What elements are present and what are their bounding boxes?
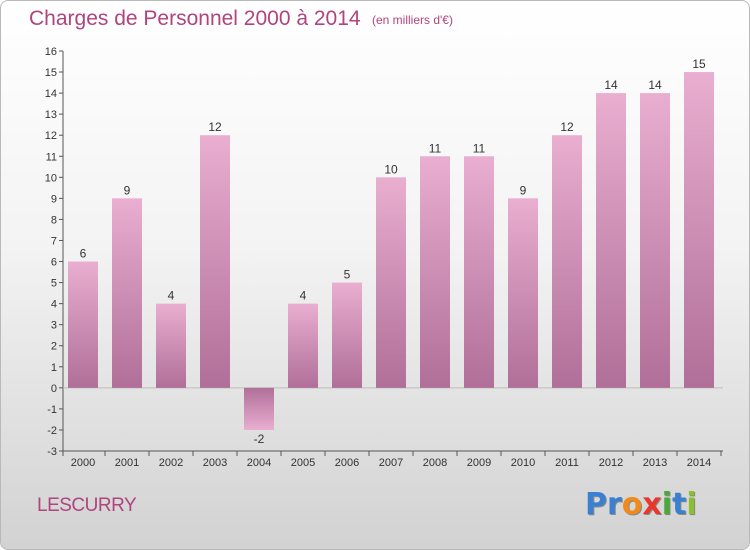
x-tick-label: 2011: [555, 457, 579, 469]
y-tick-label: 10: [45, 172, 57, 184]
y-tick-label: 9: [51, 193, 57, 205]
x-tick-label: 2005: [291, 457, 315, 469]
chart-title: Charges de Personnel 2000 à 2014: [29, 7, 361, 30]
data-label: 6: [80, 247, 87, 261]
x-tick-label: 2007: [379, 457, 403, 469]
logo-letter: r: [607, 487, 622, 522]
logo-letter: t: [672, 487, 687, 522]
y-tick-label: 1: [51, 362, 57, 374]
data-label: 11: [429, 141, 442, 155]
y-tick-label: 14: [45, 88, 57, 100]
bar: [244, 387, 274, 430]
data-label: 12: [208, 120, 222, 134]
bar: [640, 93, 670, 388]
x-tick-label: 2010: [511, 457, 535, 469]
y-tick-label: -2: [47, 425, 57, 437]
y-tick-label: 13: [45, 109, 57, 121]
x-tick-label: 2012: [599, 457, 623, 469]
x-tick-label: 2000: [71, 457, 95, 469]
y-tick-label: 12: [45, 130, 57, 142]
y-tick-label: -3: [47, 446, 57, 458]
data-label: 10: [384, 162, 398, 176]
data-label: 14: [604, 78, 618, 92]
data-label: 4: [300, 289, 307, 303]
bar: [332, 282, 362, 388]
logo-letter: i: [661, 487, 673, 522]
y-tick-label: 5: [51, 278, 57, 290]
bar: [684, 72, 714, 388]
y-tick-label: 2: [51, 341, 57, 353]
chart-subtitle: (en milliers d'€): [372, 13, 453, 27]
commune-name: LESCURRY: [37, 495, 137, 516]
bar: [288, 303, 318, 388]
x-tick-label: 2004: [247, 457, 271, 469]
y-tick-label: 15: [45, 67, 57, 79]
y-tick-label: 8: [51, 214, 57, 226]
bar: [464, 156, 494, 388]
logo-letter: o: [621, 487, 643, 522]
y-tick-label: 7: [51, 235, 57, 247]
bar: [552, 135, 582, 388]
proxiti-logo[interactable]: Proxiti: [585, 487, 697, 522]
y-tick-label: 4: [51, 299, 57, 311]
y-tick-label: 11: [46, 151, 57, 163]
x-tick-label: 2002: [159, 457, 183, 469]
logo-letter: i: [686, 487, 697, 522]
bar: [376, 177, 406, 388]
x-tick-label: 2014: [687, 457, 711, 469]
bar: [508, 198, 538, 388]
logo-letter: x: [642, 487, 662, 522]
y-tick-label: 6: [51, 257, 57, 269]
y-tick-label: 3: [51, 320, 57, 332]
x-tick-label: 2009: [467, 457, 491, 469]
data-label: 14: [648, 78, 662, 92]
y-tick-label: 0: [51, 383, 57, 395]
logo-letter: P: [585, 487, 607, 522]
bar: [200, 135, 230, 388]
data-label: 11: [473, 141, 486, 155]
x-tick-label: 2008: [423, 457, 447, 469]
bar: [420, 156, 450, 388]
data-label: 15: [692, 57, 706, 71]
bar: [112, 198, 142, 388]
bar: [68, 261, 98, 388]
data-label: 9: [520, 183, 527, 197]
x-tick-label: 2006: [335, 457, 359, 469]
x-tick-label: 2013: [643, 457, 667, 469]
data-label: 9: [124, 183, 131, 197]
y-tick-label: -1: [47, 404, 57, 416]
x-tick-label: 2003: [203, 457, 227, 469]
x-tick-label: 2001: [115, 457, 139, 469]
bar: [596, 93, 626, 388]
data-label: 4: [168, 289, 175, 303]
data-label: -2: [254, 432, 265, 446]
bar: [156, 303, 186, 388]
y-tick-label: 16: [45, 46, 57, 58]
data-label: 5: [344, 268, 351, 282]
data-label: 12: [560, 120, 574, 134]
